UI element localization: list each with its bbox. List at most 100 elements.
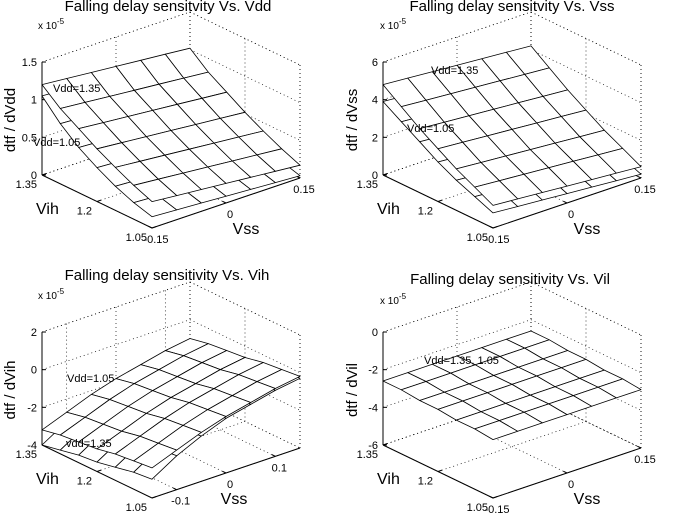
- z-grid-line: [189, 281, 301, 336]
- x-tick-label: -0.15: [484, 234, 509, 246]
- x-tick: [563, 470, 568, 474]
- y-tick-label: 1.35: [357, 179, 378, 191]
- x-grid-line: [456, 419, 568, 474]
- z-tick-label: 1.5: [22, 57, 37, 69]
- z-grid-line: [530, 11, 642, 66]
- y-tick: [382, 173, 388, 176]
- y-tick-label: 1.2: [77, 206, 92, 218]
- surface-cell: [474, 180, 519, 206]
- y-axis-label: Vih: [36, 471, 59, 488]
- x-tick-label: 0: [227, 479, 233, 491]
- exponent-label: x 10-5: [38, 287, 65, 302]
- z-axis-label: dtf / dVss: [344, 89, 361, 152]
- x-tick-label: 0.15: [634, 184, 655, 196]
- x-tick: [271, 454, 276, 457]
- x-tick: [172, 487, 177, 491]
- x-tick-label: 0: [227, 209, 233, 221]
- x-grid-line: [165, 403, 276, 457]
- exponent-power: -5: [399, 17, 407, 26]
- x-grid-line: [115, 419, 227, 474]
- z-tick-label: 2: [31, 327, 37, 339]
- x-grid-line: [66, 436, 177, 490]
- subplot: 0 2 4 6 1.05 1.2 1.35 -0.15 0 0.15 Falling delay s…: [344, 0, 656, 246]
- z-tick-label: 1: [31, 95, 37, 107]
- exponent-power: -5: [57, 287, 65, 296]
- y-tick: [437, 469, 443, 472]
- x-axis-label: Vss: [233, 221, 260, 238]
- x-axis-label: Vss: [221, 491, 248, 508]
- x-tick-label: -0.15: [484, 504, 509, 516]
- y-axis-label: Vih: [36, 201, 59, 218]
- z-tick-label: 2: [372, 132, 378, 144]
- z-tick-label: 0.5: [22, 132, 37, 144]
- y-tick: [151, 496, 157, 499]
- x-tick-label: 0.1: [272, 462, 287, 474]
- exponent-label: x 10-5: [38, 17, 65, 32]
- surface-cell: [133, 178, 178, 203]
- exponent-base: x 10: [38, 291, 57, 302]
- exponent-power: -5: [399, 292, 407, 301]
- z-tick-label: 6: [372, 57, 378, 69]
- chart-title: Falling delay sensitvity Vs. Vss: [409, 0, 614, 15]
- y-tick-label: 1.05: [467, 232, 488, 244]
- y-tick: [41, 173, 47, 176]
- z-grid-line: [530, 319, 642, 373]
- y-tick-label: 1.05: [126, 232, 147, 244]
- exponent-base: x 10: [380, 21, 399, 32]
- surface-cell: [474, 420, 519, 441]
- exponent-power: -5: [57, 17, 65, 26]
- z-axis-label: dtf / dVih: [2, 361, 19, 420]
- x-tick: [148, 225, 153, 229]
- subplot: 0 0.5 1 1.5 1.05 1.2 1.35 -0.15 0 0.15 Falling del…: [2, 0, 315, 246]
- y-tick: [437, 199, 443, 202]
- z-tick-label: 4: [372, 95, 378, 107]
- x-tick-label: 0.15: [634, 454, 655, 466]
- y-tick: [151, 226, 157, 229]
- series-label: vdd=1.35: [66, 438, 112, 450]
- x-axis-label: Vss: [574, 491, 601, 508]
- z-tick-label: 0: [372, 170, 378, 182]
- x-tick: [637, 175, 642, 179]
- z-grid-line: [530, 281, 642, 336]
- y-tick: [96, 199, 102, 202]
- y-tick-label: 1.35: [357, 449, 378, 461]
- y-tick-label: 1.35: [16, 449, 37, 461]
- y-tick-label: 1.05: [467, 502, 488, 514]
- y-axis-label: Vih: [377, 201, 400, 218]
- exponent-base: x 10: [380, 296, 399, 307]
- x-tick: [489, 495, 494, 499]
- y-tick-label: 1.2: [77, 476, 92, 488]
- z-axis-label: dtf / dVdd: [2, 88, 19, 152]
- y-tick: [492, 496, 498, 499]
- x-tick: [222, 200, 227, 204]
- z-axis-label: dtf / dVil: [344, 363, 361, 417]
- exponent-base: x 10: [38, 21, 57, 32]
- x-tick-label: 0: [568, 209, 574, 221]
- y-tick: [382, 443, 388, 446]
- exponent-label: x 10-5: [380, 292, 407, 307]
- y-tick-label: 1.35: [16, 179, 37, 191]
- y-axis-label: Vih: [377, 471, 400, 488]
- chart-title: Falling delay sensitvity Vs. Vdd: [65, 0, 272, 15]
- y-tick: [96, 469, 102, 472]
- y-tick: [492, 226, 498, 229]
- exponent-label: x 10-5: [380, 17, 407, 32]
- chart-title: Falling delay sensitivity Vs. Vih: [65, 267, 270, 284]
- z-tick-label: -4: [368, 402, 378, 414]
- series-label: Vdd=1.05: [67, 373, 114, 385]
- x-tick: [222, 470, 227, 474]
- series-label: Vdd=1.35, 1.05: [424, 355, 499, 367]
- x-tick-label: -0.15: [143, 234, 168, 246]
- series-label: Vdd=1.05: [33, 137, 80, 149]
- x-tick-label: 0.15: [293, 184, 314, 196]
- z-tick-label: -2: [27, 402, 37, 414]
- z-tick-label: 0: [31, 170, 37, 182]
- y-tick-label: 1.05: [126, 502, 147, 514]
- x-tick: [637, 445, 642, 449]
- z-grid-line: [530, 49, 642, 103]
- x-tick: [563, 200, 568, 204]
- x-tick-label: -0.1: [171, 496, 190, 508]
- z-grid-line: [189, 49, 301, 103]
